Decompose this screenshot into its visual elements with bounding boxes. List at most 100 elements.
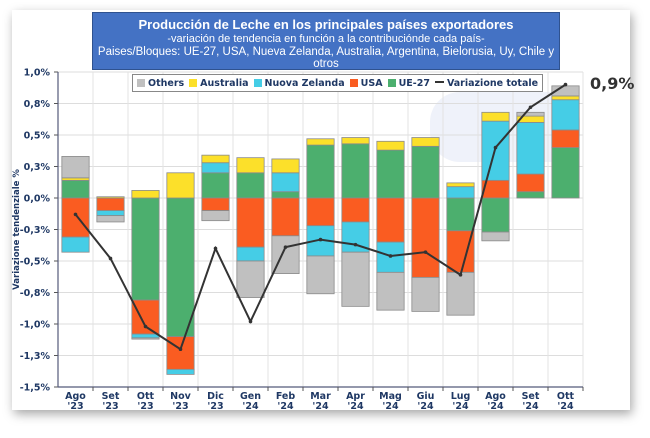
bar-segment-others — [376, 271, 405, 311]
legend-label: Variazione totale — [446, 77, 539, 89]
bar-segment-australia — [376, 140, 405, 151]
x-tick-label-month: Apr — [346, 391, 365, 402]
bar-segment-nuova-zelanda — [551, 99, 580, 131]
bar-segment-others — [446, 271, 475, 316]
line-point — [493, 145, 498, 150]
y-tick-label: -1,5% — [20, 383, 51, 394]
bar-segment-australia — [551, 95, 580, 101]
x-tick-label-year: '23 — [102, 401, 118, 412]
bar-segment-usa — [516, 173, 545, 193]
line-point — [73, 212, 78, 217]
y-tick-label: -0,5% — [20, 257, 51, 268]
bar-segment-usa — [236, 197, 265, 248]
bar-segment-others — [306, 255, 335, 295]
bar-segment-ue-27 — [61, 179, 90, 199]
legend-color-swatch — [349, 78, 358, 87]
legend-color-swatch — [137, 78, 145, 87]
y-tick-label: 0,8% — [24, 99, 51, 110]
x-tick-label-year: '24 — [277, 401, 294, 412]
bar-segment-ue-27 — [236, 172, 265, 199]
legend-item-usa: USA — [349, 77, 383, 89]
bar-segment-nuova-zelanda — [271, 172, 300, 193]
x-tick-label-month: Mar — [310, 391, 331, 402]
bar-segment-others — [481, 231, 510, 242]
bar-segment-australia — [131, 190, 160, 199]
line-point — [563, 82, 568, 87]
line-point — [283, 245, 288, 249]
bar-segment-nuova-zelanda — [516, 122, 545, 175]
y-tick-label: 0,3% — [24, 162, 51, 173]
legend-label: Nuova Zelanda — [264, 77, 345, 89]
bar-segment-nuova-zelanda — [236, 246, 265, 262]
line-point — [318, 237, 323, 242]
bar-segment-others — [96, 215, 125, 223]
x-tick-label-month: Dic — [207, 391, 224, 402]
bar-segment-australia — [306, 138, 335, 146]
y-tick-label: 1,0% — [24, 68, 51, 79]
bar-segment-nuova-zelanda — [166, 368, 195, 375]
x-tick-label-month: Set — [102, 391, 120, 402]
legend-item-variazione-totale: Variazione totale — [434, 77, 539, 89]
x-tick-label-year: '24 — [347, 401, 364, 412]
line-point — [178, 347, 183, 352]
bar-segment-usa — [61, 197, 90, 238]
y-tick-label: 0,5% — [24, 131, 51, 142]
bar-segment-usa — [201, 197, 230, 212]
bar-segment-ue-27 — [516, 191, 545, 199]
y-tick-label: 0,0% — [24, 194, 51, 205]
bar-segment-usa — [551, 129, 580, 149]
bar-segment-australia — [446, 182, 475, 188]
bar-segment-ue-27 — [131, 197, 160, 301]
chart-title: Producción de Leche en los principales p… — [138, 17, 514, 32]
y-tick-label: -0,8% — [20, 288, 51, 299]
x-tick-label-year: '24 — [452, 401, 469, 412]
x-tick-label-month: Feb — [276, 391, 296, 402]
legend-line-swatch — [434, 80, 444, 83]
x-tick-label-month: Ott — [137, 391, 155, 402]
x-tick-label-year: '24 — [522, 401, 539, 412]
x-tick-label-year: '24 — [487, 401, 504, 412]
y-tick-label: -1,3% — [20, 351, 51, 362]
y-tick-label: -1,0% — [20, 320, 51, 331]
line-point — [213, 246, 218, 251]
x-tick-label-year: '23 — [172, 401, 188, 412]
x-tick-label-month: Gen — [240, 391, 261, 402]
bar-segment-nuova-zelanda — [131, 333, 160, 339]
bar-segment-ue-27 — [481, 197, 510, 233]
x-tick-label-month: Ago — [65, 391, 86, 402]
bar-segment-others — [411, 276, 440, 312]
bar-segment-ue-27 — [201, 172, 230, 199]
bar-segment-ue-27 — [376, 149, 405, 199]
bar-segment-others — [516, 111, 545, 117]
x-tick-label-month: Nov — [170, 391, 191, 402]
y-axis-title: Variazione tendenziale % — [12, 169, 22, 290]
line-point — [108, 256, 113, 261]
x-tick-label-year: '24 — [312, 401, 329, 412]
legend-label: Others — [148, 77, 185, 89]
bar-segment-others — [201, 210, 230, 222]
bar-segment-nuova-zelanda — [201, 162, 230, 174]
bar-segment-australia — [341, 137, 370, 145]
legend-label: UE-27 — [398, 77, 430, 89]
bar-segment-usa — [376, 197, 405, 243]
legend-color-swatch — [253, 78, 262, 87]
line-point — [423, 250, 428, 254]
legend-label: Australia — [200, 77, 249, 89]
line-point — [458, 273, 463, 277]
legend-label: USA — [360, 77, 383, 89]
bar-segment-nuova-zelanda — [61, 236, 90, 253]
bar-segment-australia — [271, 158, 300, 174]
bar-segment-usa — [306, 197, 335, 227]
legend-item-nuova-zelanda: Nuova Zelanda — [253, 77, 345, 89]
x-tick-label-year: '23 — [207, 401, 223, 412]
x-tick-label-year: '24 — [417, 401, 434, 412]
x-tick-label-year: '24 — [557, 401, 574, 412]
chart-title-box: Producción de Leche en los principales p… — [92, 12, 560, 70]
bar-segment-nuova-zelanda — [446, 186, 475, 199]
bar-segment-australia — [411, 137, 440, 147]
line-point — [388, 254, 393, 258]
bar-segment-ue-27 — [341, 143, 370, 199]
line-point — [248, 319, 253, 324]
bar-segment-australia — [96, 196, 125, 199]
